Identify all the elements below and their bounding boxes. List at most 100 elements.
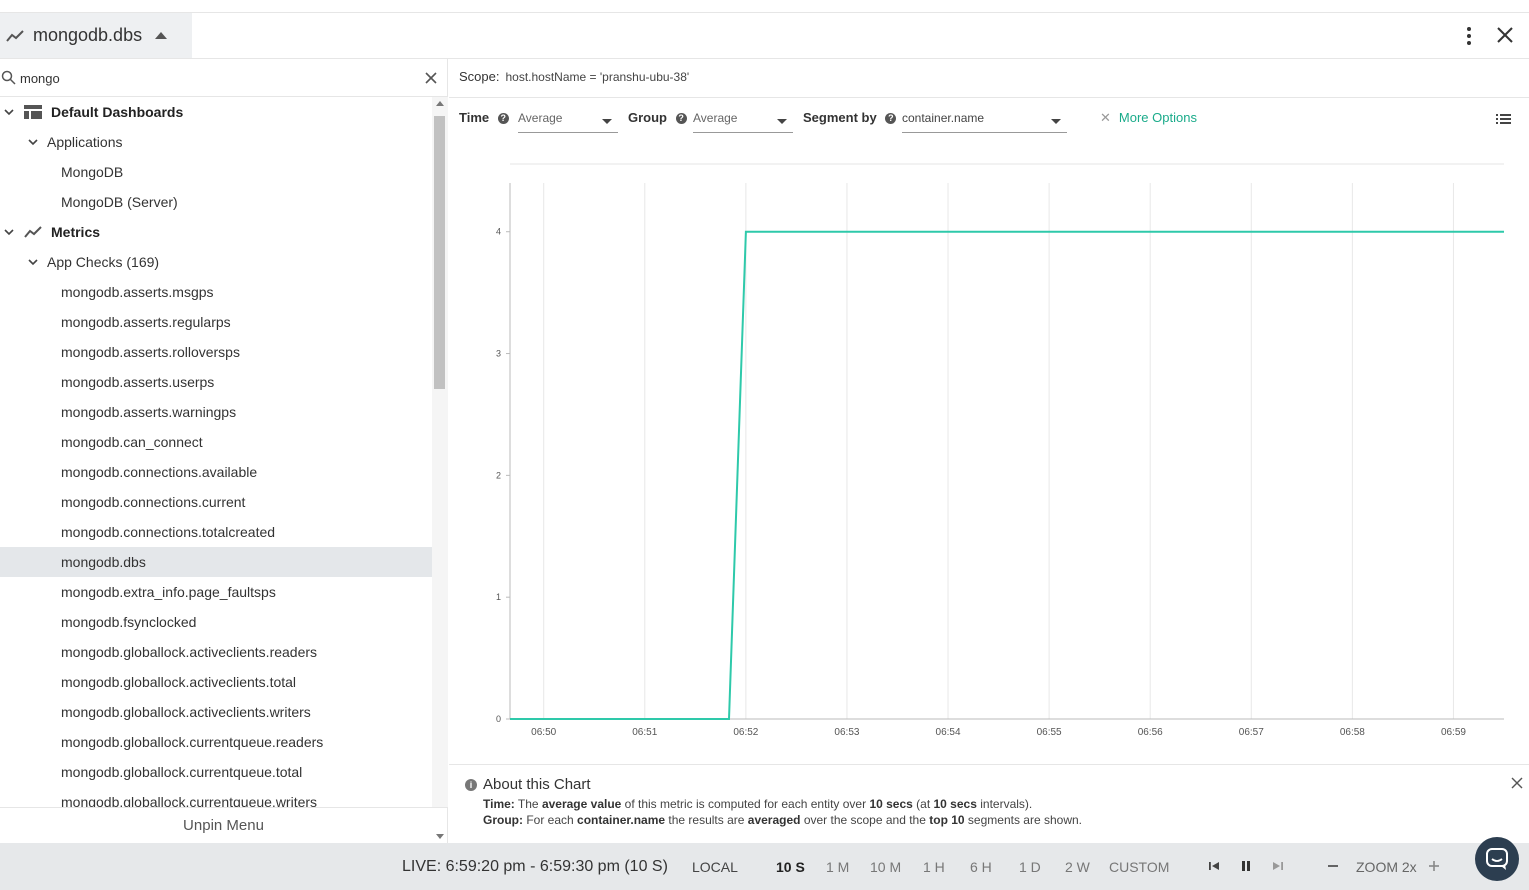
tree-group-metrics[interactable]: Metrics [0, 217, 432, 247]
range-1h[interactable]: 1 H [923, 859, 945, 875]
tree-metric-item[interactable]: mongodb.connections.current [0, 487, 432, 517]
tree-metric-item[interactable]: mongodb.globallock.currentqueue.writers [0, 787, 432, 807]
about-time-text: Time: The average value of this metric i… [483, 797, 1525, 811]
about-text-segment: of this metric is computed for each enti… [621, 797, 870, 811]
scope-bar[interactable]: Scope: host.hostName = 'pranshu-ubu-38' [459, 69, 689, 84]
help-icon[interactable]: ? [675, 113, 687, 125]
close-icon[interactable] [1494, 24, 1516, 46]
tree-label: mongodb.asserts.rolloversps [61, 344, 240, 360]
search-icon [1, 70, 16, 85]
about-chart-panel: i About this Chart Time: The average valu… [465, 776, 1525, 827]
unpin-menu-button[interactable]: Unpin Menu [0, 807, 447, 843]
pause-icon[interactable] [1240, 860, 1252, 872]
tree-label: MongoDB (Server) [61, 194, 178, 210]
tree-metric-item[interactable]: mongodb.asserts.msgps [0, 277, 432, 307]
y-tick-label: 1 [496, 592, 501, 602]
tree-group-app-checks[interactable]: App Checks (169) [0, 247, 432, 277]
more-menu-icon[interactable] [1462, 25, 1476, 47]
range-2w[interactable]: 2 W [1065, 859, 1090, 875]
clear-segment-icon[interactable]: ✕ [1100, 110, 1111, 125]
live-time-range[interactable]: LIVE: 6:59:20 pm - 6:59:30 pm (10 S) [402, 858, 668, 875]
chat-widget-button[interactable] [1475, 837, 1519, 881]
tree-metric-item[interactable]: mongodb.connections.totalcreated [0, 517, 432, 547]
tree-item-mongodb[interactable]: MongoDB [0, 157, 432, 187]
chevron-down-icon [28, 259, 38, 266]
chevron-down-icon [4, 109, 14, 116]
dropdown-arrow-icon [1051, 119, 1061, 124]
dropdown-arrow-icon [777, 119, 787, 124]
tree-metric-item[interactable]: mongodb.globallock.activeclients.writers [0, 697, 432, 727]
range-10s[interactable]: 10 S [776, 859, 805, 875]
time-aggregation-select[interactable]: Average [518, 110, 618, 133]
scope-value: host.hostName = 'pranshu-ubu-38' [505, 70, 690, 84]
scrollbar-thumb[interactable] [434, 116, 445, 389]
tree-label: mongodb.asserts.msgps [61, 284, 214, 300]
range-1d[interactable]: 1 D [1019, 859, 1041, 875]
about-text-segment: averaged [747, 813, 801, 827]
tree-metric-item[interactable]: mongodb.asserts.userps [0, 367, 432, 397]
caret-up-icon[interactable] [155, 32, 168, 39]
range-custom[interactable]: CUSTOM [1109, 859, 1170, 875]
legend-list-icon[interactable] [1496, 113, 1511, 125]
tree-group-default-dashboards[interactable]: Default Dashboards [0, 97, 432, 127]
search-input[interactable] [20, 67, 400, 89]
about-text-segment: intervals). [976, 797, 1033, 811]
x-tick-label: 06:55 [1037, 727, 1062, 738]
metric-chart: 06:50 06:51 06:52 06:53 06:54 06:55 06:56 06:57… [496, 163, 1504, 738]
tree-metric-item[interactable]: mongodb.asserts.warningps [0, 397, 432, 427]
tree-label: Default Dashboards [51, 104, 184, 120]
zoom-in-icon[interactable] [1428, 860, 1440, 872]
tree-metric-item[interactable]: mongodb.can_connect [0, 427, 432, 457]
tree-label: mongodb.asserts.regularps [61, 314, 231, 330]
help-icon[interactable]: ? [885, 113, 897, 125]
about-text-segment: over the scope and the [800, 813, 930, 827]
more-options[interactable]: ✕ More Options [1100, 110, 1197, 126]
more-options-link[interactable]: More Options [1118, 110, 1197, 125]
x-tick-label: 06:52 [733, 727, 758, 738]
range-10m[interactable]: 10 M [870, 859, 902, 875]
search-bar [0, 59, 447, 97]
tree-label: mongodb.globallock.activeclients.total [61, 674, 297, 690]
tree-metric-item[interactable]: mongodb.asserts.rolloversps [0, 337, 432, 367]
close-about-icon[interactable] [1511, 777, 1523, 789]
range-1m[interactable]: 1 M [826, 859, 850, 875]
skip-forward-icon[interactable] [1272, 860, 1284, 872]
segment-by-select[interactable]: container.name [902, 110, 1067, 133]
tree-label: mongodb.asserts.userps [61, 374, 215, 390]
tree-metric-item[interactable]: mongodb.globallock.activeclients.total [0, 667, 432, 697]
about-text-segment: For each [523, 813, 578, 827]
y-tick-label: 2 [496, 470, 501, 480]
scroll-up-arrow-icon[interactable] [436, 101, 444, 106]
tree-metric-item[interactable]: mongodb.dbs [0, 547, 432, 577]
tree-metric-item[interactable]: mongodb.globallock.currentqueue.readers [0, 727, 432, 757]
range-6h[interactable]: 6 H [970, 859, 992, 875]
zoom-level: ZOOM 2x [1356, 859, 1417, 875]
tree-metric-item[interactable]: mongodb.connections.available [0, 457, 432, 487]
about-label: Time: [483, 797, 515, 811]
tree-metric-item[interactable]: mongodb.globallock.activeclients.readers [0, 637, 432, 667]
dashboard-tab[interactable]: mongodb.dbs [0, 13, 192, 58]
skip-back-icon[interactable] [1208, 860, 1220, 872]
tree-item-mongodb-server[interactable]: MongoDB (Server) [0, 187, 432, 217]
about-text-segment: 10 secs [869, 797, 913, 811]
help-icon[interactable]: ? [497, 113, 509, 125]
tree-metric-item[interactable]: mongodb.asserts.regularps [0, 307, 432, 337]
tree-metric-item[interactable]: mongodb.globallock.currentqueue.total [0, 757, 432, 787]
dashboard-icon [24, 105, 42, 119]
clear-search-icon[interactable] [424, 71, 438, 85]
group-aggregation-select[interactable]: Average [693, 110, 793, 133]
x-tick-label: 06:51 [632, 727, 657, 738]
sidebar-scrollbar[interactable] [432, 97, 448, 839]
tree-metric-item[interactable]: mongodb.extra_info.page_faultsps [0, 577, 432, 607]
scroll-down-arrow-icon[interactable] [436, 834, 444, 839]
chat-icon [1486, 848, 1508, 870]
tree-metric-item[interactable]: mongodb.fsynclocked [0, 607, 432, 637]
about-group-text: Group: For each container.name the resul… [483, 813, 1525, 827]
tree-group-applications[interactable]: Applications [0, 127, 432, 157]
timezone-toggle[interactable]: LOCAL [692, 859, 738, 875]
about-text-segment: average value [541, 797, 622, 811]
y-tick-label: 0 [496, 714, 501, 724]
tree-label: mongodb.globallock.currentqueue.writers [61, 794, 318, 807]
line-chart-icon [24, 226, 42, 238]
zoom-out-icon[interactable] [1327, 860, 1339, 872]
